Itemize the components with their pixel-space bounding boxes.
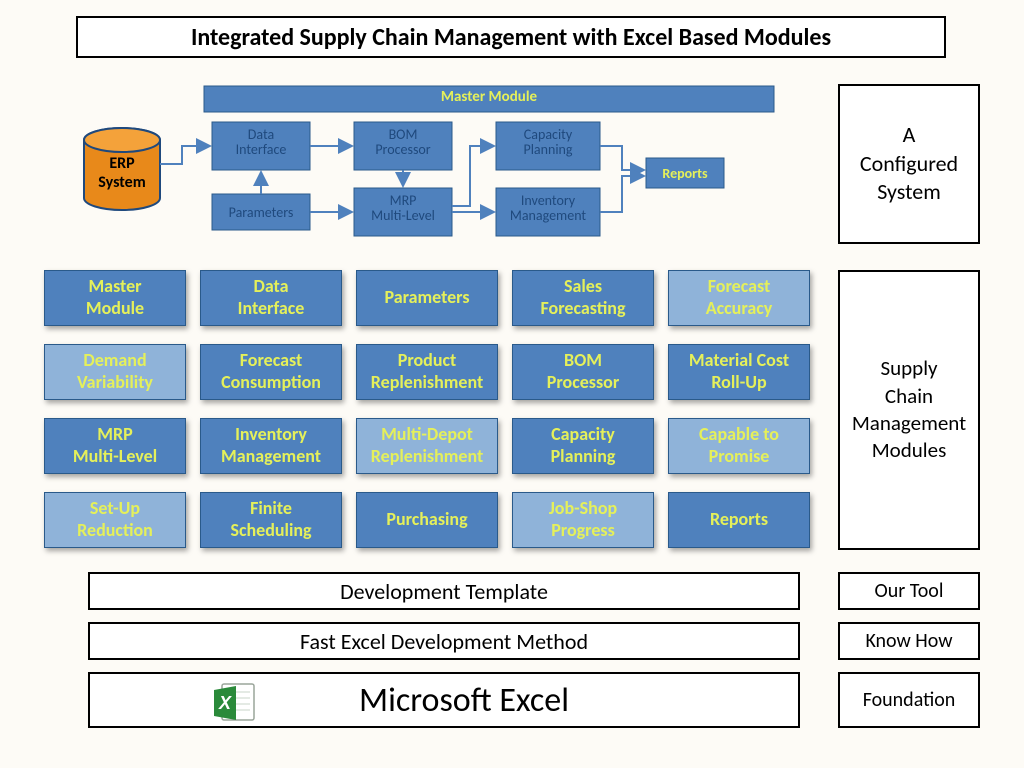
- module-tile: Sales Forecasting: [512, 270, 654, 326]
- erp-label: ERP System: [84, 154, 160, 192]
- module-tile: Finite Scheduling: [200, 492, 342, 548]
- side-label-scm: Supply Chain Management Modules: [838, 270, 980, 550]
- excel-icon: X: [212, 680, 258, 724]
- node-mrp: MRP Multi-Level: [354, 193, 452, 224]
- node-parameters: Parameters: [212, 204, 310, 221]
- footer-dev-template-text: Development Template: [340, 578, 548, 605]
- module-tile: Data Interface: [200, 270, 342, 326]
- footer-fast-excel: Fast Excel Development Method: [88, 622, 800, 660]
- module-tile: Forecast Accuracy: [668, 270, 810, 326]
- side-label-tool: Our Tool: [838, 572, 980, 610]
- module-tile: Reports: [668, 492, 810, 548]
- side-label-knowhow-text: Know How: [865, 628, 952, 654]
- module-tile: Multi-Depot Replenishment: [356, 418, 498, 474]
- node-reports: Reports: [646, 165, 724, 182]
- module-tile: Demand Variability: [44, 344, 186, 400]
- footer-fast-excel-text: Fast Excel Development Method: [300, 628, 588, 655]
- module-tile: Job-Shop Progress: [512, 492, 654, 548]
- side-label-tool-text: Our Tool: [875, 578, 944, 604]
- footer-ms-excel: X Microsoft Excel: [88, 672, 800, 728]
- module-tile: Forecast Consumption: [200, 344, 342, 400]
- master-module-bar-label: Master Module: [204, 88, 774, 106]
- module-tile: Capable to Promise: [668, 418, 810, 474]
- module-tile: Parameters: [356, 270, 498, 326]
- side-label-foundation: Foundation: [838, 672, 980, 728]
- side-label-configured: A Configured System: [838, 84, 980, 244]
- node-capacity: Capacity Planning: [496, 127, 600, 158]
- side-label-configured-text: A Configured System: [860, 121, 958, 207]
- side-label-scm-text: Supply Chain Management Modules: [852, 355, 966, 464]
- module-tile: BOM Processor: [512, 344, 654, 400]
- footer-dev-template: Development Template: [88, 572, 800, 610]
- side-label-foundation-text: Foundation: [863, 687, 956, 713]
- node-inventory: Inventory Management: [496, 193, 600, 224]
- module-tile: Purchasing: [356, 492, 498, 548]
- module-grid: Master ModuleData InterfaceParametersSal…: [44, 270, 820, 554]
- page-title: Integrated Supply Chain Management with …: [76, 16, 946, 58]
- module-tile: Product Replenishment: [356, 344, 498, 400]
- node-data-interface: Data Interface: [212, 127, 310, 158]
- module-tile: Capacity Planning: [512, 418, 654, 474]
- svg-text:X: X: [218, 693, 232, 713]
- module-tile: Inventory Management: [200, 418, 342, 474]
- module-tile: Material Cost Roll-Up: [668, 344, 810, 400]
- module-tile: Set-Up Reduction: [44, 492, 186, 548]
- module-tile: Master Module: [44, 270, 186, 326]
- node-bom-processor: BOM Processor: [354, 127, 452, 158]
- module-tile: MRP Multi-Level: [44, 418, 186, 474]
- page-title-text: Integrated Supply Chain Management with …: [191, 23, 831, 52]
- side-label-knowhow: Know How: [838, 622, 980, 660]
- footer-ms-excel-text: Microsoft Excel: [359, 680, 569, 721]
